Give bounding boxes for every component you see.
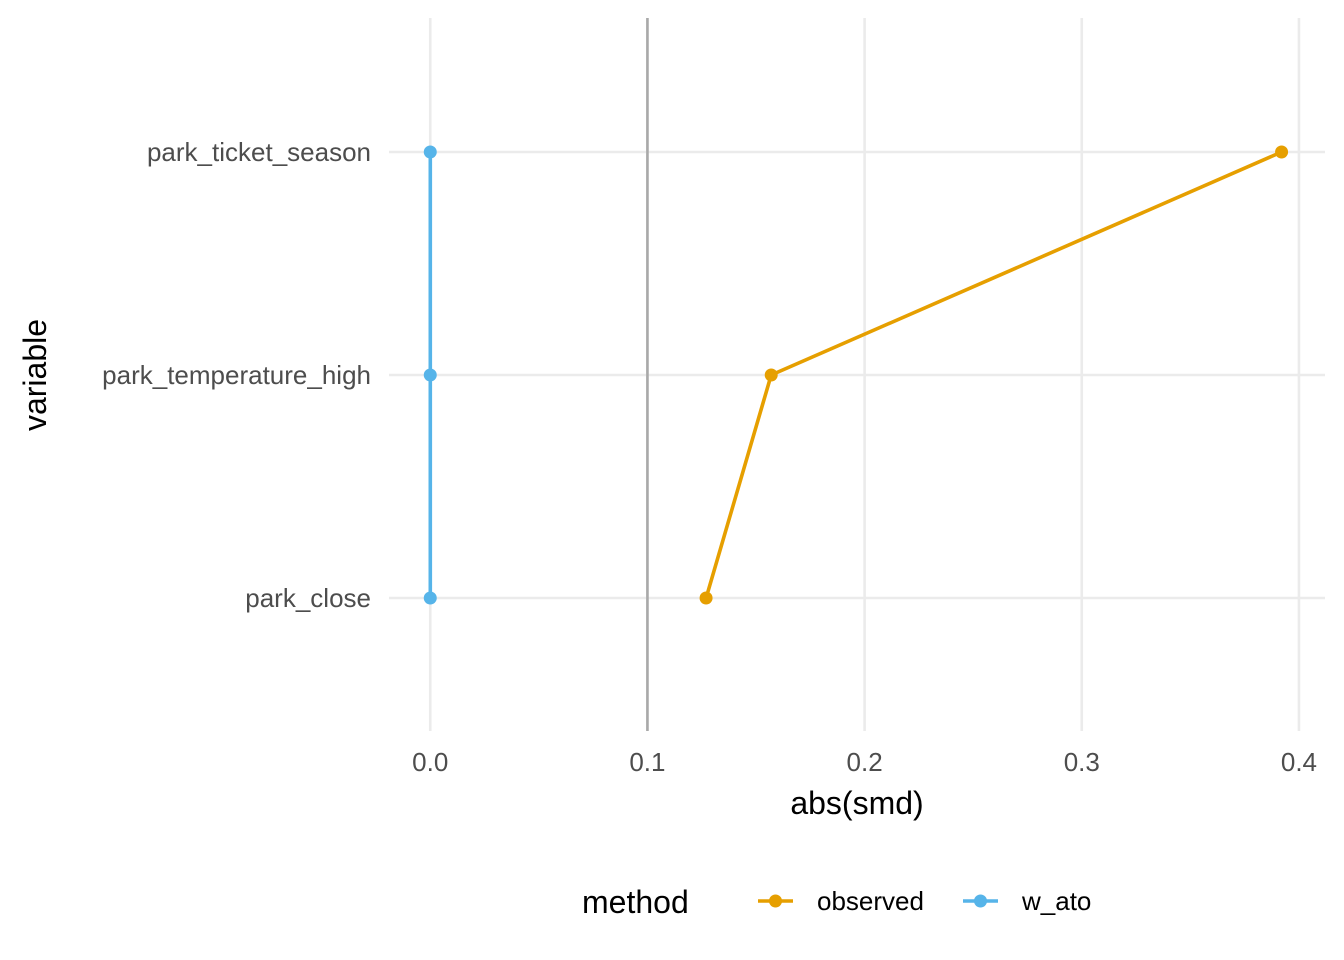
y-axis-title: variable <box>17 319 53 431</box>
legend-label: observed <box>817 886 924 916</box>
legend-title: method <box>582 884 689 920</box>
data-point <box>1275 145 1289 159</box>
x-tick-label: 0.3 <box>1064 747 1100 777</box>
legend-label: w_ato <box>1021 886 1091 916</box>
data-point <box>423 591 437 605</box>
y-tick-label: park_ticket_season <box>147 137 371 167</box>
legend: method observed w_ato <box>582 884 1091 920</box>
legend-key-point <box>769 894 782 908</box>
x-tick-label: 0.2 <box>847 747 883 777</box>
x-tick-label: 0.1 <box>629 747 665 777</box>
legend-key-point <box>974 894 987 908</box>
data-point <box>699 591 713 605</box>
legend-item-w_ato: w_ato <box>963 886 1091 916</box>
series-observed <box>699 145 1289 605</box>
y-tick-label: park_temperature_high <box>102 360 371 390</box>
series-w_ato <box>423 145 437 605</box>
x-axis-title: abs(smd) <box>790 785 923 821</box>
x-axis-ticks: 0.0 0.1 0.2 0.3 0.4 <box>412 747 1317 777</box>
x-tick-label: 0.4 <box>1281 747 1317 777</box>
series-layer <box>423 145 1289 605</box>
data-point <box>423 145 437 159</box>
data-point <box>764 368 778 382</box>
data-point <box>423 368 437 382</box>
x-tick-label: 0.0 <box>412 747 448 777</box>
grid <box>389 18 1325 731</box>
legend-item-observed: observed <box>758 886 924 916</box>
y-axis-ticks: park_close park_temperature_high park_tick… <box>102 137 371 613</box>
y-tick-label: park_close <box>245 583 371 613</box>
legend-items: observed w_ato <box>758 886 1091 916</box>
